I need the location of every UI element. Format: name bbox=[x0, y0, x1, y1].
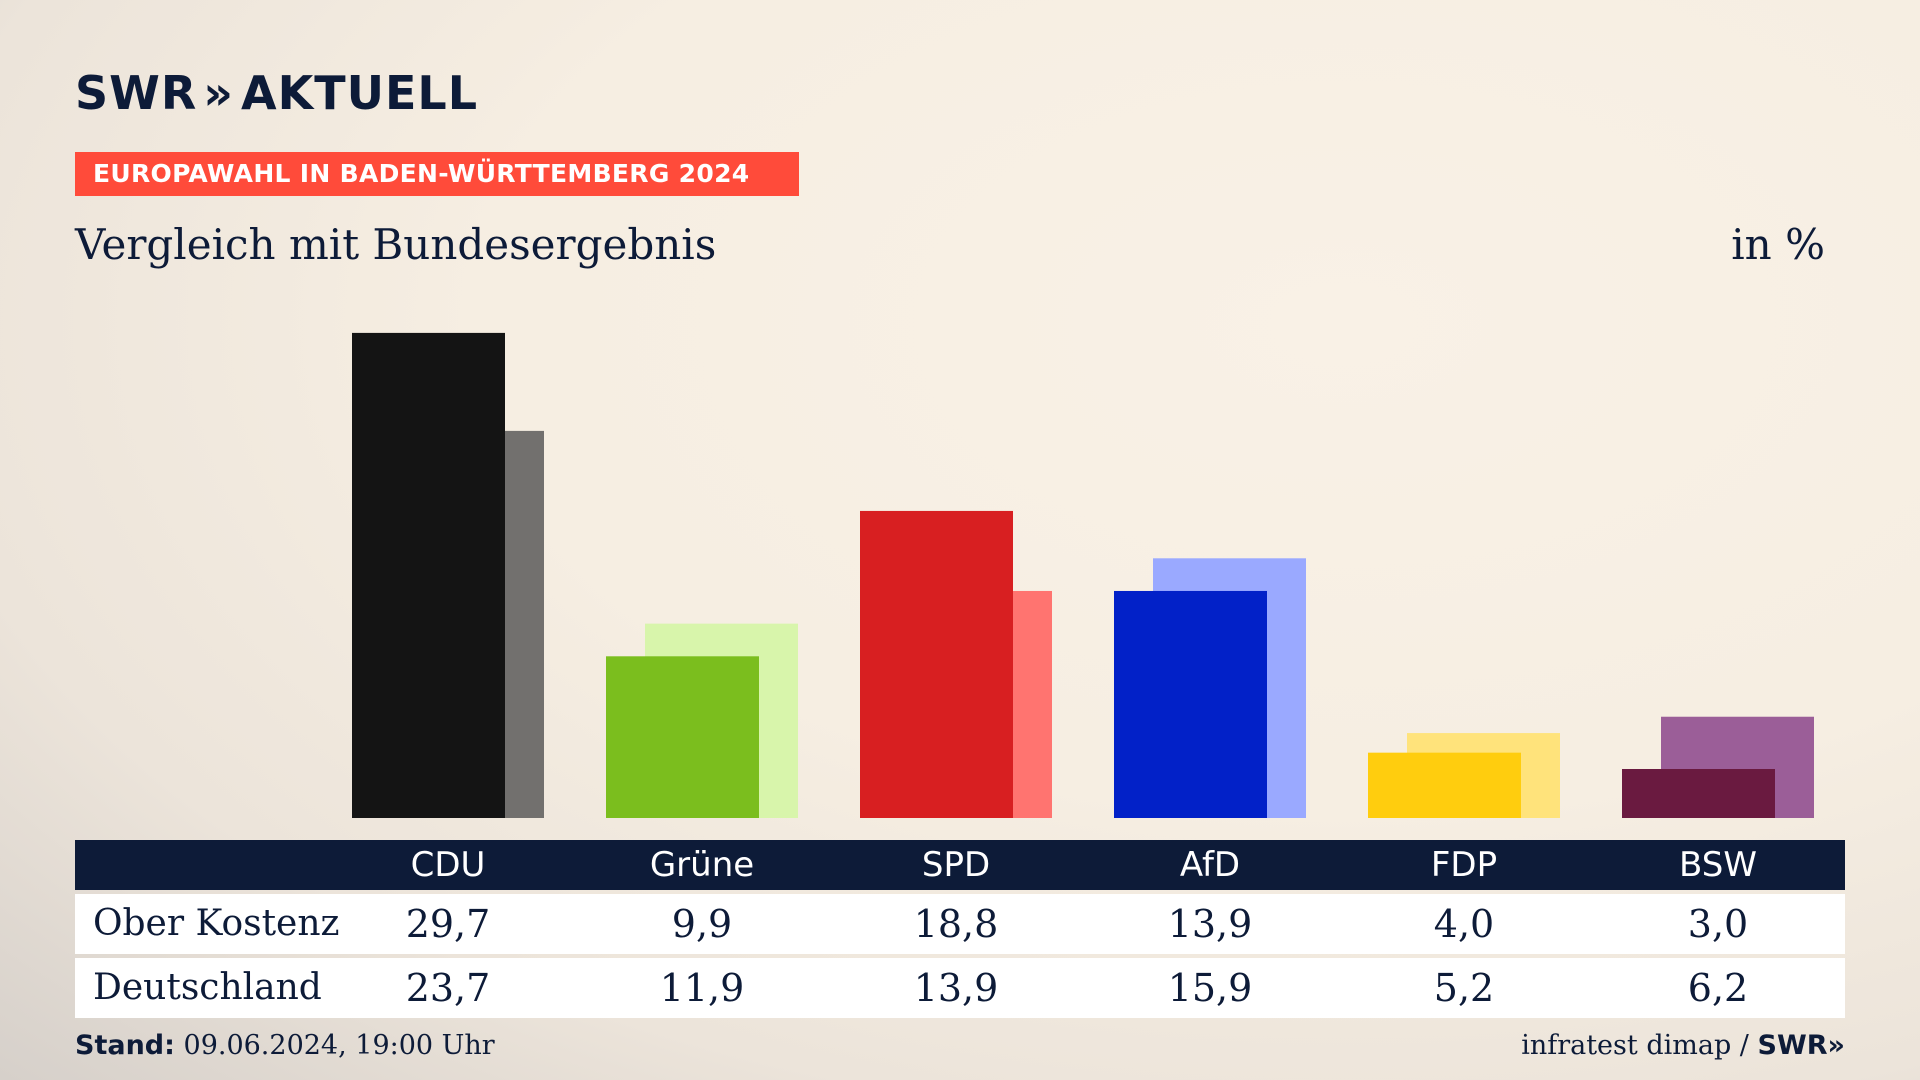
party-label: CDU bbox=[411, 840, 486, 890]
bar-local-afd bbox=[1114, 591, 1267, 818]
table-cell: 11,9 bbox=[660, 958, 745, 1018]
party-label: FDP bbox=[1431, 840, 1497, 890]
table-cell: 13,9 bbox=[914, 958, 999, 1018]
party-label: BSW bbox=[1679, 840, 1757, 890]
row-label-local: Ober Kostenz bbox=[93, 894, 340, 954]
table-cell: 13,9 bbox=[1168, 894, 1253, 954]
source-credit: infratest dimap / SWR» bbox=[1521, 1030, 1845, 1061]
source-text: infratest dimap / bbox=[1521, 1030, 1749, 1061]
table-cell: 15,9 bbox=[1168, 958, 1253, 1018]
results-table: CDU Grüne SPD AfD FDP BSW Ober Kostenz 29,7 9,… bbox=[75, 840, 1845, 1018]
table-cell: 18,8 bbox=[914, 894, 999, 954]
party-label: Grüne bbox=[650, 840, 754, 890]
table-cell: 29,7 bbox=[406, 894, 491, 954]
source-brand: SWR bbox=[1758, 1030, 1828, 1061]
table-cell: 5,2 bbox=[1434, 958, 1494, 1018]
table-cell: 23,7 bbox=[406, 958, 491, 1018]
bar-local-fdp bbox=[1368, 753, 1521, 818]
timestamp: Stand: 09.06.2024, 19:00 Uhr bbox=[75, 1030, 495, 1061]
table-header: CDU Grüne SPD AfD FDP BSW bbox=[75, 840, 1845, 890]
table-cell: 6,2 bbox=[1688, 958, 1748, 1018]
stand-value: 09.06.2024, 19:00 Uhr bbox=[184, 1030, 495, 1061]
bar-local-grüne bbox=[606, 656, 759, 818]
row-label-national: Deutschland bbox=[93, 958, 322, 1018]
table-cell: 4,0 bbox=[1434, 894, 1494, 954]
table-cell: 3,0 bbox=[1688, 894, 1748, 954]
party-label: SPD bbox=[922, 840, 990, 890]
party-label: AfD bbox=[1180, 840, 1240, 890]
bar-local-bsw bbox=[1622, 769, 1775, 818]
bar-local-cdu bbox=[352, 333, 505, 818]
table-row-local: Ober Kostenz 29,7 9,9 18,8 13,9 4,0 3,0 bbox=[75, 894, 1845, 954]
table-row-national: Deutschland 23,7 11,9 13,9 15,9 5,2 6,2 bbox=[75, 958, 1845, 1018]
table-cell: 9,9 bbox=[672, 894, 732, 954]
source-chevron-icon: » bbox=[1828, 1030, 1845, 1061]
bar-chart bbox=[0, 0, 1920, 840]
stand-label: Stand: bbox=[75, 1030, 175, 1061]
bar-local-spd bbox=[860, 511, 1013, 818]
